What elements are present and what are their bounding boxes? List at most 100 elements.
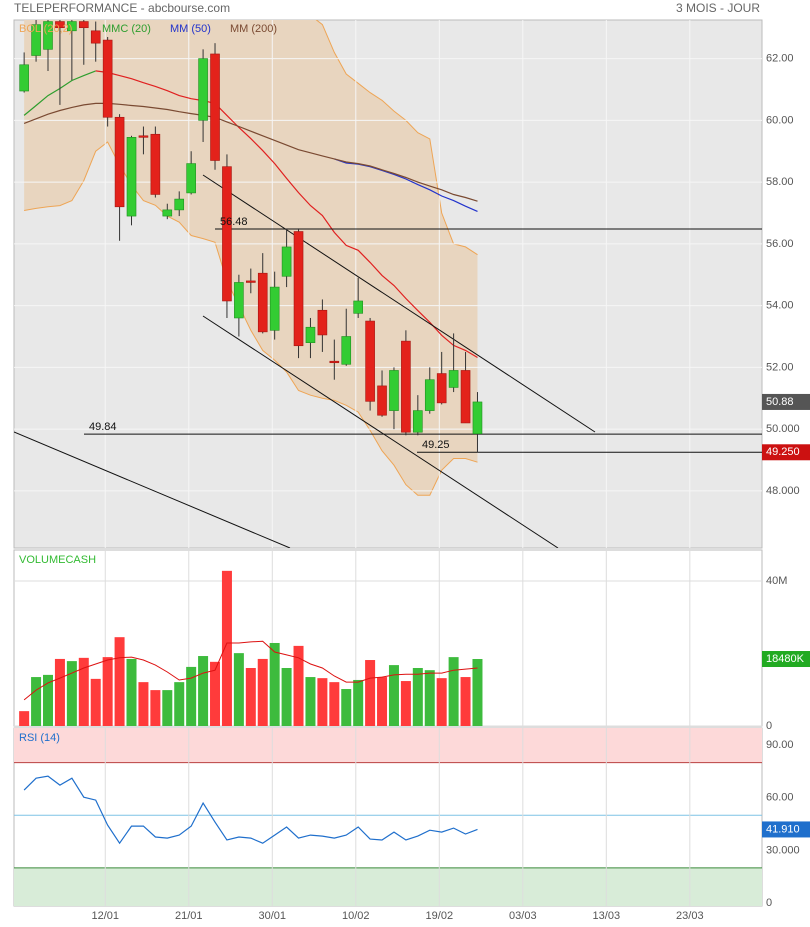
volume-bar (150, 690, 161, 726)
x-tick-label: 13/03 (593, 910, 621, 922)
y-tick-label: 60.00 (766, 792, 794, 804)
x-tick-label: 10/02 (342, 910, 370, 922)
candle-body (138, 135, 149, 138)
candle-body (305, 326, 316, 343)
legend-entry: MM (200) (230, 23, 277, 35)
volume-bar (269, 642, 280, 726)
overbought-zone (14, 728, 762, 763)
candle-body (436, 373, 447, 404)
candle-body (269, 286, 280, 331)
x-tick-label: 19/02 (426, 910, 454, 922)
candle-body (78, 21, 89, 29)
price-tag (762, 393, 810, 410)
level-label: 56.48 (220, 216, 248, 228)
y-tick-label: 90.00 (766, 739, 794, 751)
volume-bar (19, 711, 30, 726)
y-tick-label: 58.00 (766, 176, 794, 188)
volume-bar (317, 678, 328, 726)
candle-body (67, 21, 77, 32)
volume-bar (305, 677, 316, 726)
volume-bar (210, 661, 221, 726)
header-title: TELEPERFORMANCE - abcbourse.com (14, 1, 230, 15)
trend-line (202, 315, 559, 548)
y-tick-label: 50.000 (766, 423, 800, 435)
candle-body (365, 320, 375, 402)
volume-bar (400, 681, 411, 726)
candle-body (281, 246, 292, 277)
grid-layer (14, 20, 762, 548)
candle-body (102, 39, 113, 118)
volume-bar (377, 677, 388, 726)
volume-bar (281, 667, 292, 726)
y-tick-label: 62.00 (766, 53, 794, 65)
volume-bar (162, 690, 173, 726)
candle-body (448, 370, 459, 388)
candle-body (43, 21, 53, 50)
candle-body (90, 30, 101, 44)
volume-bar (257, 658, 268, 726)
candle-body (460, 370, 471, 424)
rsi-tag (762, 821, 810, 838)
volume-bar (138, 682, 149, 726)
moving-average (23, 102, 478, 202)
volume-bar (436, 678, 447, 726)
y-tick-label: 0 (766, 897, 772, 909)
volume-bar (198, 656, 209, 726)
rsi-layer (14, 728, 762, 906)
volume-bar (54, 658, 65, 726)
candle-body (389, 370, 399, 411)
volume-bar (31, 677, 42, 726)
legend-entry: MM (50) (170, 23, 211, 35)
candle-body (55, 21, 65, 29)
candle-body (257, 272, 268, 333)
candle-body (234, 282, 244, 319)
candle-body (198, 58, 208, 121)
x-tick-label: 23/03 (676, 910, 704, 922)
panel-title: RSI (14) (19, 732, 60, 744)
volume-bar (174, 682, 185, 726)
rsi-tag-label: 41.910 (766, 823, 800, 835)
x-tick-label: 12/01 (91, 910, 119, 922)
x-tick-label: 03/03 (509, 910, 537, 922)
volume-bar (341, 689, 352, 726)
trend-line (202, 174, 596, 433)
volume-bar (114, 637, 125, 726)
y-tick-label: 54.00 (766, 300, 794, 312)
legend-entry: MMC (20) (102, 23, 151, 35)
candle-body (126, 137, 137, 217)
candle-body (472, 401, 483, 435)
volume-bar (329, 682, 340, 726)
candle-body (413, 410, 423, 433)
volume-bar (365, 660, 376, 726)
candle-body (162, 209, 173, 217)
volume-tag (762, 651, 810, 668)
volume-bar (448, 657, 459, 726)
candle-body (222, 166, 232, 302)
band-upper (315, 20, 478, 256)
price-tag (762, 444, 810, 461)
band-layer (24, 20, 478, 496)
y-tick-label: 0 (766, 720, 772, 732)
volume-bar (388, 665, 399, 726)
volume-bar (43, 674, 53, 726)
volume-bar (186, 666, 197, 726)
level-label: 49.84 (89, 421, 117, 433)
x-tick-label: 30/01 (259, 910, 287, 922)
candle-body (329, 360, 340, 364)
volume-bar (233, 653, 244, 726)
moving-average (95, 70, 478, 359)
price-tag-label: 50.88 (766, 396, 794, 408)
band-fill (24, 20, 478, 496)
rsi-line (23, 775, 478, 845)
candle-body (186, 163, 196, 194)
volume-average (23, 640, 478, 701)
candle-body (377, 385, 387, 416)
candle-body (210, 53, 220, 161)
volume-bar (424, 670, 435, 726)
band-lower (24, 141, 478, 496)
candle-body (341, 336, 352, 365)
candle-body (424, 379, 435, 411)
price-tag-label: 49.250 (766, 446, 800, 458)
volume-bar (412, 667, 423, 726)
volume-bar (78, 657, 89, 726)
